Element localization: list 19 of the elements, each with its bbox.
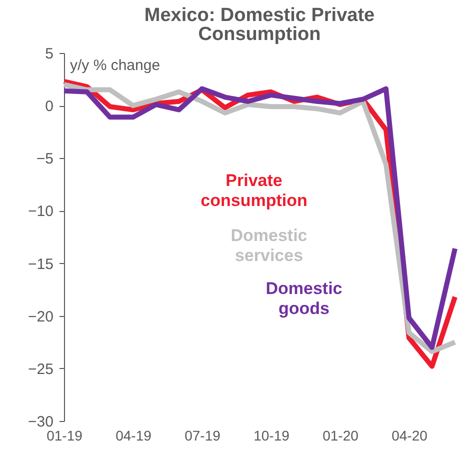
x-tick-label: 01-20 — [322, 428, 359, 444]
x-tick-label: 04-20 — [392, 428, 428, 444]
text: Domestic services — [230, 226, 308, 265]
chart-title: Mexico: Domestic Private Consumption — [144, 5, 375, 45]
y-tick-label: 0 — [45, 98, 54, 116]
x-tick-label: 01-19 — [46, 428, 83, 444]
text: Private consumption — [200, 171, 308, 210]
y-tick-label: −25 — [28, 360, 54, 378]
text: Domestic goods — [266, 279, 342, 318]
y-tick-label: 5 — [45, 46, 54, 62]
x-tick-label: 04-19 — [116, 428, 152, 444]
y-tick-label: −5 — [36, 150, 54, 168]
y-tick-label: −15 — [28, 256, 54, 273]
x-tick-label: 07-19 — [184, 428, 221, 444]
y-tick-label: −10 — [28, 203, 54, 220]
x-tick-label: 10-19 — [254, 428, 290, 444]
y-tick-label: −20 — [28, 308, 54, 326]
y-tick-label: −30 — [28, 414, 54, 430]
y-axis-title: y/y % change — [70, 57, 160, 74]
